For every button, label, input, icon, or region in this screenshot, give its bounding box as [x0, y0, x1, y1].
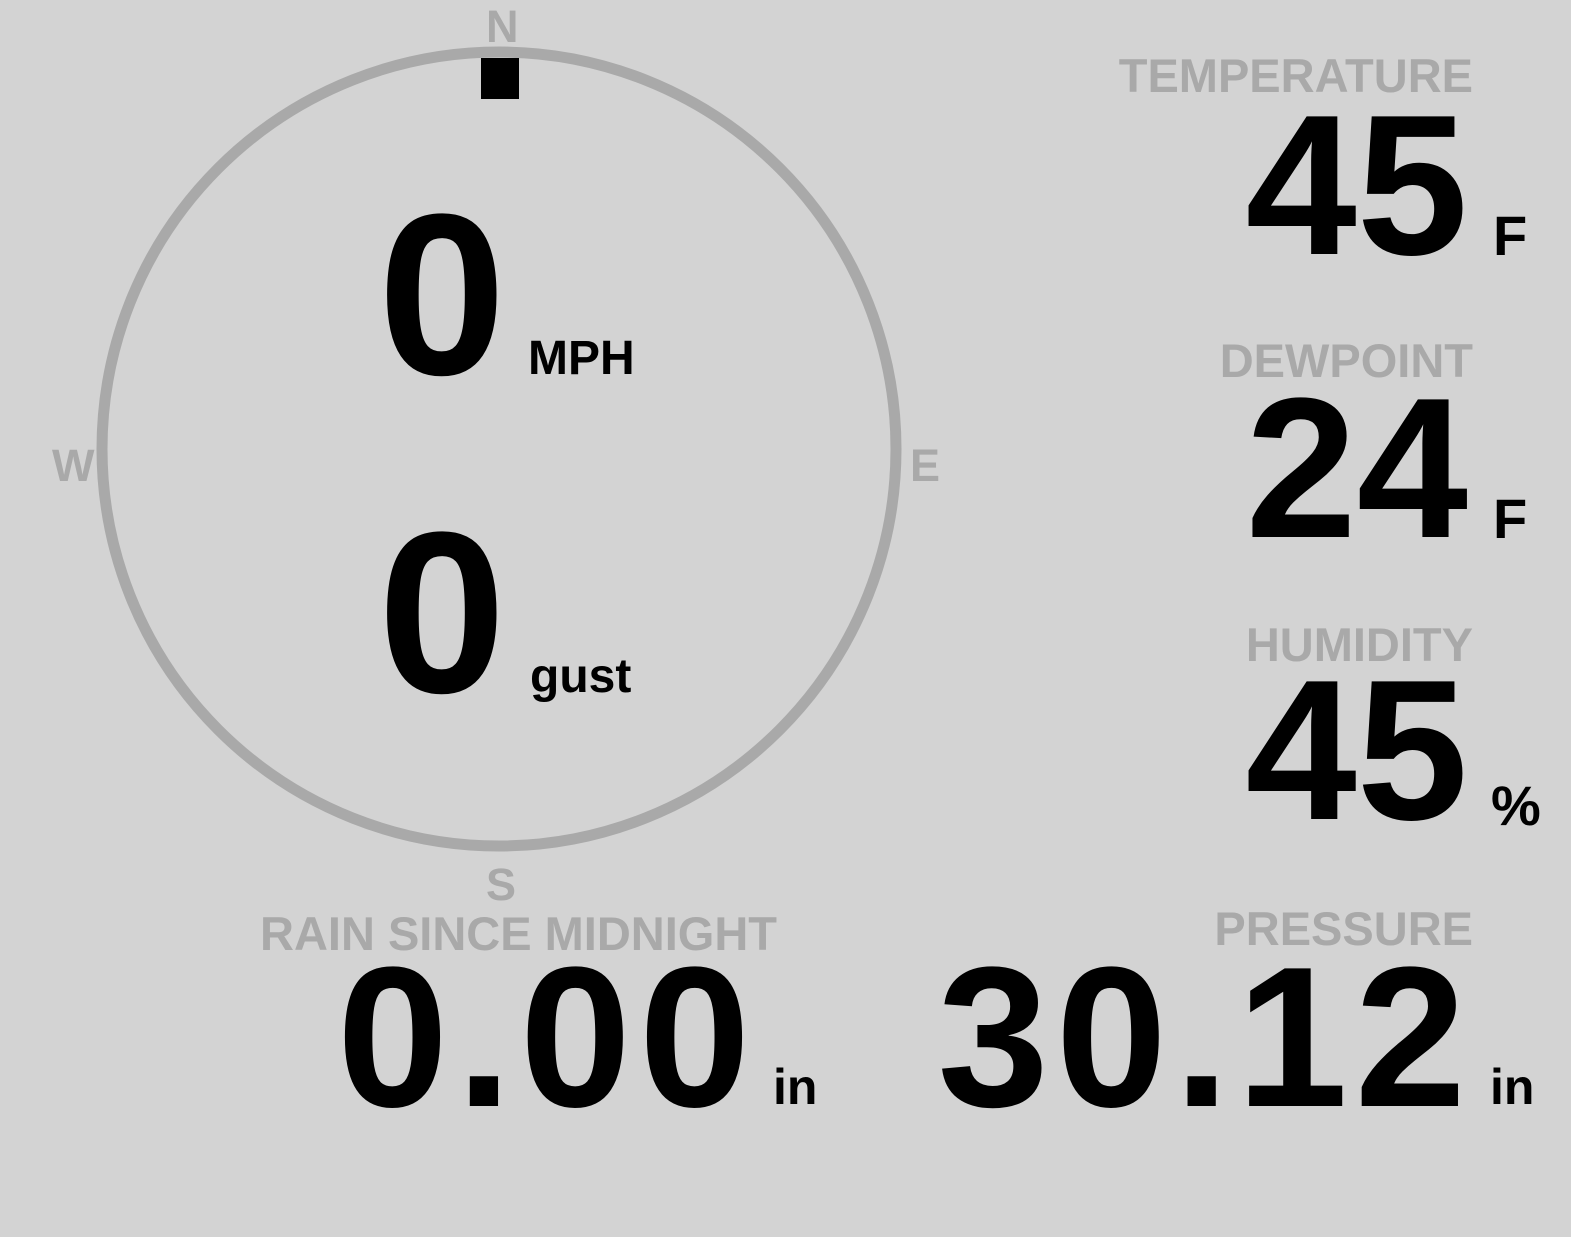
wind-speed-value: 0: [378, 166, 506, 423]
humidity-label: HUMIDITY: [1245, 618, 1473, 671]
wind-gust-value: 0: [378, 484, 506, 741]
pressure-unit: in: [1490, 1059, 1535, 1115]
compass-west-label: W: [52, 440, 95, 491]
dewpoint-unit: F: [1493, 487, 1528, 550]
temperature-value: 45: [1245, 74, 1468, 297]
temperature-unit: F: [1493, 204, 1528, 267]
compass-ring: [96, 46, 902, 852]
rain-label: RAIN SINCE MIDNIGHT: [260, 907, 777, 960]
compass-east-label: E: [910, 440, 941, 491]
pressure-value: 30.12: [937, 926, 1473, 1149]
wind-gust-unit: gust: [530, 650, 632, 703]
wind-compass: [96, 46, 902, 852]
humidity-unit: %: [1491, 774, 1541, 837]
rain-unit: in: [773, 1059, 818, 1115]
dewpoint-label: DEWPOINT: [1219, 334, 1473, 387]
pressure-label: PRESSURE: [1214, 902, 1473, 955]
humidity-value: 45: [1245, 639, 1468, 862]
rain-value: 0.00: [337, 926, 759, 1149]
compass-north-label: N: [486, 1, 519, 52]
wind-speed-unit: MPH: [528, 332, 635, 385]
temperature-label: TEMPERATURE: [1118, 49, 1473, 102]
compass-south-label: S: [486, 859, 517, 910]
dewpoint-value: 24: [1245, 357, 1468, 580]
wind-direction-needle: [481, 58, 519, 99]
